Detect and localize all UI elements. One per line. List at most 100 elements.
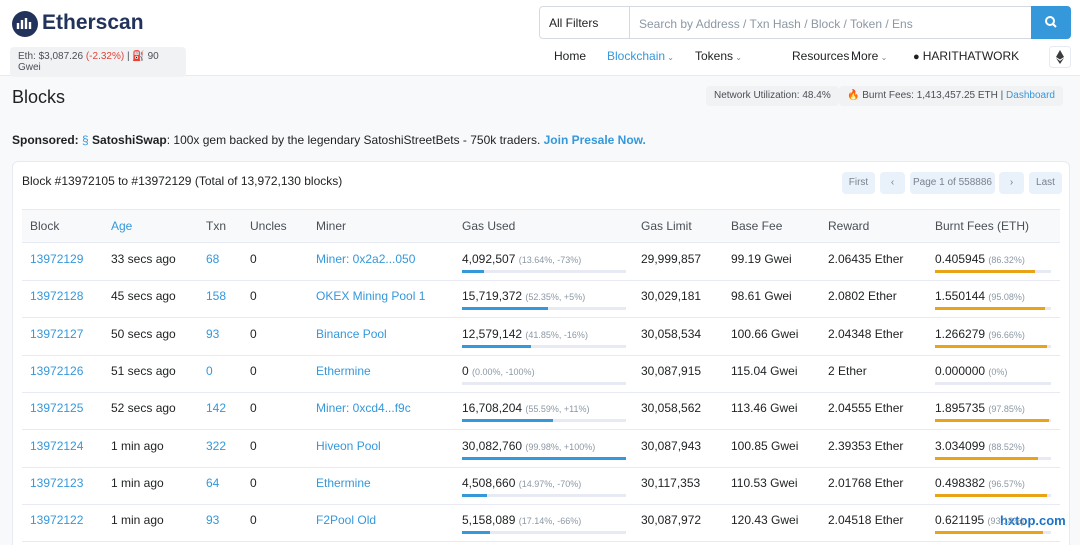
block[interactable]: 13972128 (30, 289, 84, 304)
row-divider (22, 466, 1060, 468)
column-header[interactable]: Age (111, 219, 133, 233)
base-fee: 98.61 Gwei (731, 289, 792, 304)
burnt-fees: Burnt Fees: 1,413,457.25 ETH (862, 90, 998, 101)
network-icon[interactable] (1049, 46, 1071, 68)
watermark: hxtop.com (1000, 513, 1066, 528)
miner[interactable]: F2Pool Old (316, 513, 377, 528)
progress-fill (935, 456, 1038, 460)
age: 51 secs ago (111, 363, 176, 378)
miner[interactable]: Miner: 0xcd4...f9c (316, 401, 411, 416)
burnt-fees-pill: 🔥 Burnt Fees: 1,413,457.25 ETH | Dashboa… (839, 86, 1063, 106)
gas-limit: 29,999,857 (641, 252, 702, 266)
pct: (41.85%, -16%) (525, 329, 588, 340)
nav-item[interactable]: Resources ⌄ (792, 49, 859, 63)
nav-item[interactable]: Blockchain ⌄ (607, 49, 674, 63)
miner[interactable]: Ethermine (316, 363, 371, 378)
txn[interactable]: 322 (206, 438, 227, 453)
progress-track (935, 307, 1051, 311)
txn[interactable]: 68 (206, 252, 220, 266)
gas-used: 4,508,660 (14.97%, -70%) (462, 475, 582, 490)
logo[interactable]: Etherscan (42, 11, 144, 34)
miner[interactable]: Binance Pool (316, 326, 387, 341)
page-prev[interactable]: ‹ (880, 172, 905, 194)
progress-fill (462, 493, 487, 497)
header: Etherscan Eth: $3,087.26 (-2.32%) | ⛽ 90… (0, 0, 1080, 77)
base-fee: 113.46 Gwei (731, 401, 798, 416)
burnt: 0.621195 (93.18%) (935, 513, 1025, 528)
nav-item[interactable]: More ⌄ (851, 49, 888, 63)
nav-item[interactable]: Home (554, 49, 587, 63)
column-header: Uncles (250, 219, 287, 233)
row-divider (22, 391, 1060, 393)
sponsored-label: Sponsored: (12, 133, 79, 147)
age: 33 secs ago (111, 252, 176, 266)
reward: 2.39353 Ether (828, 438, 904, 453)
search-input[interactable]: Search by Address / Txn Hash / Block / T… (639, 17, 913, 31)
txn[interactable]: 0 (206, 363, 213, 378)
miner[interactable]: Miner: 0x2a2...050 (316, 252, 416, 266)
block[interactable]: 13972126 (30, 363, 84, 378)
progress-track (935, 531, 1051, 535)
reward: 2.04518 Ether (828, 513, 904, 528)
column-header: Gas Used (462, 219, 516, 233)
txn[interactable]: 142 (206, 401, 227, 416)
progress-fill (935, 493, 1048, 497)
txn[interactable]: 93 (206, 513, 220, 528)
gas-used: 30,082,760 (99.98%, +100%) (462, 438, 596, 453)
nav-item[interactable]: Tokens ⌄ (695, 49, 742, 63)
page-next[interactable]: › (999, 172, 1024, 194)
burnt: 0.498382 (96.57%) (935, 475, 1025, 490)
base-fee: 110.53 Gwei (731, 475, 798, 490)
uncles: 0 (250, 252, 257, 266)
block[interactable]: 13972125 (30, 401, 84, 416)
column-header: Txn (206, 219, 227, 233)
age: 1 min ago (111, 513, 164, 528)
gas: 90 Gwei (18, 51, 159, 73)
sponsor-link[interactable]: Join Presale Now. (543, 133, 646, 147)
gas-limit: 30,087,943 (641, 438, 702, 453)
dashboard-link[interactable]: Dashboard (1006, 90, 1055, 101)
logo-icon (12, 11, 38, 37)
search-button[interactable] (1031, 6, 1071, 39)
sponsor-text: : 100x gem backed by the legendary Satos… (166, 133, 541, 147)
block[interactable]: 13972129 (30, 252, 84, 266)
txn[interactable]: 93 (206, 326, 220, 341)
gas-used: 16,708,204 (55.59%, +11%) (462, 401, 590, 416)
pct: (99.98%, +100%) (525, 441, 596, 452)
progress-track (935, 456, 1051, 460)
sponsor-name: SatoshiSwap (92, 133, 167, 147)
progress-track (935, 493, 1051, 497)
txn[interactable]: 64 (206, 475, 220, 490)
pct: (93.18%) (987, 516, 1025, 527)
page-first[interactable]: First (842, 172, 875, 194)
progress-fill (935, 344, 1048, 348)
pct: (88.52%) (988, 441, 1025, 452)
progress-fill (462, 456, 626, 460)
miner[interactable]: OKEX Mining Pool 1 (316, 289, 426, 304)
miner[interactable]: Ethermine (316, 475, 371, 490)
miner[interactable]: Hiveon Pool (316, 438, 381, 453)
reward: 2 Ether (828, 363, 867, 378)
progress-fill (462, 531, 491, 535)
progress-track (462, 456, 626, 460)
pct: (0.00%, -100%) (472, 366, 535, 377)
progress-track (462, 493, 626, 497)
filter[interactable]: All Filters (549, 16, 599, 30)
uncles: 0 (250, 438, 257, 453)
base-fee: 100.66 Gwei (731, 326, 799, 341)
sponsored: Sponsored: § SatoshiSwap: 100x gem backe… (12, 133, 646, 147)
block[interactable]: 13972123 (30, 475, 84, 490)
nav-item[interactable]: ● HARITHATWORK (913, 49, 1020, 63)
progress-track (462, 381, 626, 385)
pct: (0%) (988, 366, 1008, 377)
block[interactable]: 13972127 (30, 326, 84, 341)
block[interactable]: 13972122 (30, 513, 84, 528)
burnt: 1.895735 (97.85%) (935, 401, 1025, 416)
block[interactable]: 13972124 (30, 438, 84, 453)
uncles: 0 (250, 326, 257, 341)
burnt: 0.000000 (0%) (935, 363, 1008, 378)
pct: (96.66%) (988, 329, 1025, 340)
page-last[interactable]: Last (1029, 172, 1062, 194)
txn[interactable]: 158 (206, 289, 227, 304)
